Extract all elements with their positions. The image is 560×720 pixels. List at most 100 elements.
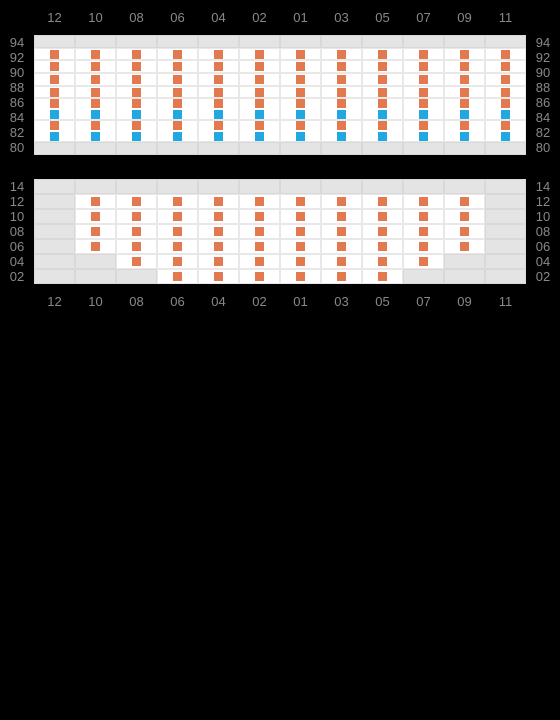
seat[interactable] (239, 194, 280, 209)
seat[interactable] (157, 98, 198, 120)
seat[interactable] (321, 60, 362, 73)
seat[interactable] (116, 60, 157, 73)
seat[interactable] (444, 224, 485, 239)
seat[interactable] (239, 98, 280, 120)
seat[interactable] (157, 120, 198, 142)
seat[interactable] (444, 86, 485, 99)
seat[interactable] (485, 73, 526, 86)
seat[interactable] (198, 120, 239, 142)
seat[interactable] (321, 48, 362, 61)
seat[interactable] (403, 60, 444, 73)
seat[interactable] (403, 239, 444, 254)
seat[interactable] (321, 269, 362, 284)
seat[interactable] (321, 194, 362, 209)
seat[interactable] (321, 73, 362, 86)
seat[interactable] (75, 73, 116, 86)
seat[interactable] (239, 120, 280, 142)
seat[interactable] (362, 60, 403, 73)
seat[interactable] (321, 254, 362, 269)
seat[interactable] (157, 239, 198, 254)
seat[interactable] (403, 86, 444, 99)
seat[interactable] (362, 86, 403, 99)
seat[interactable] (198, 48, 239, 61)
seat[interactable] (239, 48, 280, 61)
seat[interactable] (362, 239, 403, 254)
seat[interactable] (116, 120, 157, 142)
seat[interactable] (198, 194, 239, 209)
seat[interactable] (75, 60, 116, 73)
seat[interactable] (239, 269, 280, 284)
seat[interactable] (403, 98, 444, 120)
seat[interactable] (280, 86, 321, 99)
seat[interactable] (116, 98, 157, 120)
seat[interactable] (362, 73, 403, 86)
seat[interactable] (403, 120, 444, 142)
seat[interactable] (75, 209, 116, 224)
seat[interactable] (34, 86, 75, 99)
seat[interactable] (280, 209, 321, 224)
seat[interactable] (198, 209, 239, 224)
seat[interactable] (280, 60, 321, 73)
seat[interactable] (280, 48, 321, 61)
seat[interactable] (75, 98, 116, 120)
seat[interactable] (157, 60, 198, 73)
seat[interactable] (34, 60, 75, 73)
seat[interactable] (157, 86, 198, 99)
seat[interactable] (34, 120, 75, 142)
seat[interactable] (116, 73, 157, 86)
seat[interactable] (116, 239, 157, 254)
seat[interactable] (198, 224, 239, 239)
seat[interactable] (157, 48, 198, 61)
seat[interactable] (239, 209, 280, 224)
seat[interactable] (198, 98, 239, 120)
seat[interactable] (75, 48, 116, 61)
seat[interactable] (116, 209, 157, 224)
seat[interactable] (403, 48, 444, 61)
seat[interactable] (362, 194, 403, 209)
seat[interactable] (75, 86, 116, 99)
seat[interactable] (157, 194, 198, 209)
seat[interactable] (444, 209, 485, 224)
seat[interactable] (198, 269, 239, 284)
seat[interactable] (239, 73, 280, 86)
seat[interactable] (321, 120, 362, 142)
seat[interactable] (280, 239, 321, 254)
seat[interactable] (34, 73, 75, 86)
seat[interactable] (157, 254, 198, 269)
seat[interactable] (362, 209, 403, 224)
seat[interactable] (75, 194, 116, 209)
seat[interactable] (198, 73, 239, 86)
seat[interactable] (280, 120, 321, 142)
seat[interactable] (321, 239, 362, 254)
seat[interactable] (403, 73, 444, 86)
seat[interactable] (198, 254, 239, 269)
seat[interactable] (198, 239, 239, 254)
seat[interactable] (485, 120, 526, 142)
seat[interactable] (239, 254, 280, 269)
seat[interactable] (116, 224, 157, 239)
seat[interactable] (280, 194, 321, 209)
seat[interactable] (280, 254, 321, 269)
seat[interactable] (280, 73, 321, 86)
seat[interactable] (280, 269, 321, 284)
seat[interactable] (239, 86, 280, 99)
seat[interactable] (485, 48, 526, 61)
seat[interactable] (280, 98, 321, 120)
seat[interactable] (403, 209, 444, 224)
seat[interactable] (403, 224, 444, 239)
seat[interactable] (485, 86, 526, 99)
seat[interactable] (75, 239, 116, 254)
seat[interactable] (362, 98, 403, 120)
seat[interactable] (485, 98, 526, 120)
seat[interactable] (116, 194, 157, 209)
seat[interactable] (157, 224, 198, 239)
seat[interactable] (157, 73, 198, 86)
seat[interactable] (239, 224, 280, 239)
seat[interactable] (362, 269, 403, 284)
seat[interactable] (116, 86, 157, 99)
seat[interactable] (75, 224, 116, 239)
seat[interactable] (362, 254, 403, 269)
seat[interactable] (444, 194, 485, 209)
seat[interactable] (444, 239, 485, 254)
seat[interactable] (321, 224, 362, 239)
